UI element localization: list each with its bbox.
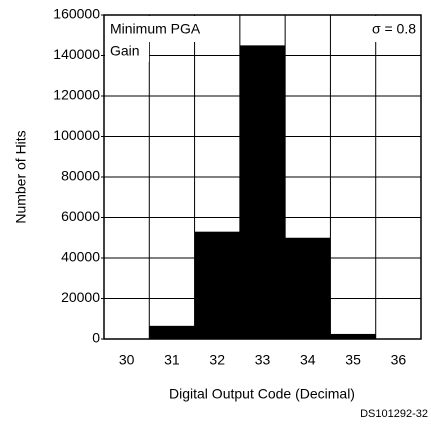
annotation-bg bbox=[105, 16, 233, 42]
x-tick-label: 30 bbox=[119, 352, 135, 368]
bar bbox=[239, 45, 286, 339]
bar bbox=[194, 231, 240, 339]
annotation: σ = 0.8 bbox=[372, 21, 416, 37]
bar bbox=[149, 325, 195, 339]
y-tick-label: 0 bbox=[92, 330, 100, 346]
annotation: Minimum PGA bbox=[110, 21, 201, 37]
y-tick-label: 100000 bbox=[53, 127, 100, 143]
y-tick-label: 20000 bbox=[61, 289, 100, 305]
x-tick-label: 33 bbox=[255, 352, 271, 368]
bars bbox=[149, 45, 376, 339]
x-tick-label: 31 bbox=[164, 352, 180, 368]
annotation: Gain bbox=[110, 43, 140, 59]
y-tick-label: 80000 bbox=[61, 168, 100, 184]
bar bbox=[330, 333, 376, 339]
x-tick-label: 32 bbox=[209, 352, 225, 368]
y-axis-label: Number of Hits bbox=[13, 130, 29, 223]
x-axis-label: Digital Output Code (Decimal) bbox=[169, 386, 355, 402]
x-tick-label: 36 bbox=[391, 352, 407, 368]
y-tick-label: 60000 bbox=[61, 208, 100, 224]
x-tick-label: 34 bbox=[300, 352, 316, 368]
x-tick-label: 35 bbox=[345, 352, 361, 368]
annotation-bg bbox=[352, 16, 420, 42]
y-tick-label: 140000 bbox=[53, 46, 100, 62]
footer: DS101292-32 bbox=[360, 408, 428, 420]
annotation-bg bbox=[105, 40, 149, 62]
y-tick-label: 120000 bbox=[53, 87, 100, 103]
y-tick-label: 160000 bbox=[53, 6, 100, 22]
bar bbox=[285, 237, 331, 339]
y-tick-label: 40000 bbox=[61, 249, 100, 265]
